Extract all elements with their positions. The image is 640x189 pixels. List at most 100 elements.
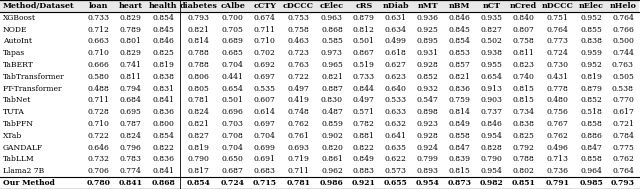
Text: 0.763: 0.763: [612, 61, 634, 69]
Text: 0.737: 0.737: [481, 108, 503, 116]
Text: 0.924: 0.924: [417, 144, 439, 152]
Text: 0.881: 0.881: [353, 132, 375, 140]
Text: 0.819: 0.819: [188, 144, 209, 152]
Text: 0.627: 0.627: [385, 61, 407, 69]
Text: 0.928: 0.928: [417, 61, 439, 69]
Text: 0.954: 0.954: [416, 179, 440, 187]
Text: 0.811: 0.811: [119, 73, 141, 81]
Text: nCred: nCred: [510, 2, 538, 10]
Text: 0.748: 0.748: [287, 108, 309, 116]
Text: 0.868: 0.868: [151, 179, 175, 187]
Text: 0.778: 0.778: [547, 85, 568, 93]
Text: 0.986: 0.986: [320, 179, 344, 187]
Text: 0.697: 0.697: [254, 73, 276, 81]
Text: TabPFN: TabPFN: [3, 120, 33, 128]
Text: nHelo: nHelo: [609, 2, 636, 10]
Text: 0.982: 0.982: [480, 179, 504, 187]
Text: 0.497: 0.497: [287, 85, 309, 93]
Text: 0.654: 0.654: [222, 85, 244, 93]
Text: 0.849: 0.849: [449, 120, 471, 128]
Text: 0.814: 0.814: [188, 37, 209, 45]
Text: 0.674: 0.674: [254, 14, 276, 22]
Text: 0.441: 0.441: [222, 73, 244, 81]
Text: 0.841: 0.841: [152, 96, 174, 104]
Text: 0.496: 0.496: [547, 144, 568, 152]
Text: 0.761: 0.761: [287, 132, 309, 140]
Text: 0.852: 0.852: [417, 73, 439, 81]
Text: 0.886: 0.886: [580, 132, 602, 140]
Text: 0.780: 0.780: [86, 179, 110, 187]
Text: 0.463: 0.463: [287, 37, 309, 45]
Text: 0.497: 0.497: [353, 96, 375, 104]
Text: 0.838: 0.838: [152, 73, 174, 81]
Text: 0.764: 0.764: [612, 167, 634, 175]
Text: 0.854: 0.854: [152, 132, 174, 140]
Text: 0.887: 0.887: [321, 85, 343, 93]
Text: 0.703: 0.703: [221, 120, 244, 128]
Text: TUTA: TUTA: [3, 108, 24, 116]
Text: 0.895: 0.895: [417, 37, 439, 45]
Text: 0.846: 0.846: [449, 14, 471, 22]
Text: nElec: nElec: [579, 2, 604, 10]
Text: 0.829: 0.829: [119, 14, 141, 22]
Text: 0.719: 0.719: [287, 156, 309, 163]
Text: cCTY: cCTY: [253, 2, 276, 10]
Text: 0.932: 0.932: [417, 85, 439, 93]
Text: 0.692: 0.692: [254, 61, 276, 69]
Text: Tapas: Tapas: [3, 49, 25, 57]
Text: 0.710: 0.710: [87, 120, 109, 128]
Text: 0.691: 0.691: [254, 156, 276, 163]
Text: 0.822: 0.822: [152, 144, 174, 152]
Text: 0.722: 0.722: [287, 73, 309, 81]
Text: 0.488: 0.488: [87, 85, 109, 93]
Text: 0.632: 0.632: [385, 120, 407, 128]
Text: 0.819: 0.819: [580, 73, 602, 81]
Text: 0.756: 0.756: [547, 108, 568, 116]
Text: 0.762: 0.762: [287, 120, 309, 128]
Text: 0.879: 0.879: [353, 14, 375, 22]
Text: 0.538: 0.538: [612, 85, 634, 93]
Text: 0.695: 0.695: [119, 108, 141, 116]
Text: nMT: nMT: [417, 2, 438, 10]
Text: 0.571: 0.571: [353, 108, 375, 116]
Text: 0.812: 0.812: [353, 26, 375, 33]
Text: 0.533: 0.533: [385, 96, 407, 104]
Text: 0.655: 0.655: [384, 179, 408, 187]
Text: 0.633: 0.633: [385, 108, 407, 116]
Text: 0.684: 0.684: [119, 96, 141, 104]
Text: 0.618: 0.618: [385, 49, 407, 57]
Text: TabLLM: TabLLM: [3, 156, 34, 163]
Text: 0.733: 0.733: [87, 14, 109, 22]
Text: 0.827: 0.827: [481, 26, 503, 33]
Text: 0.744: 0.744: [612, 49, 634, 57]
Text: 0.825: 0.825: [513, 132, 534, 140]
Text: GANDALF: GANDALF: [3, 144, 43, 152]
Text: cDCCC: cDCCC: [283, 2, 314, 10]
Text: 0.689: 0.689: [222, 37, 244, 45]
Text: 0.858: 0.858: [580, 156, 602, 163]
Text: 0.712: 0.712: [87, 26, 109, 33]
Text: 0.759: 0.759: [449, 96, 471, 104]
Text: 0.840: 0.840: [513, 14, 534, 22]
Text: 0.431: 0.431: [547, 73, 568, 81]
Text: 0.704: 0.704: [222, 144, 244, 152]
Text: 0.788: 0.788: [188, 49, 209, 57]
Text: 0.963: 0.963: [321, 14, 343, 22]
Text: 0.807: 0.807: [513, 26, 534, 33]
Text: 0.793: 0.793: [611, 179, 635, 187]
Text: 0.519: 0.519: [353, 61, 375, 69]
Text: 0.928: 0.928: [417, 132, 439, 140]
Text: 0.683: 0.683: [253, 167, 276, 175]
Text: 0.868: 0.868: [321, 26, 343, 33]
Text: 0.793: 0.793: [188, 14, 209, 22]
Text: 0.847: 0.847: [580, 144, 602, 152]
Text: loan: loan: [88, 2, 108, 10]
Text: 0.851: 0.851: [512, 179, 536, 187]
Text: 0.802: 0.802: [513, 167, 534, 175]
Text: 0.722: 0.722: [87, 132, 109, 140]
Text: 0.724: 0.724: [221, 179, 244, 187]
Text: 0.836: 0.836: [152, 156, 174, 163]
Text: 0.573: 0.573: [385, 167, 407, 175]
Text: 0.859: 0.859: [321, 120, 343, 128]
Text: 0.646: 0.646: [87, 144, 109, 152]
